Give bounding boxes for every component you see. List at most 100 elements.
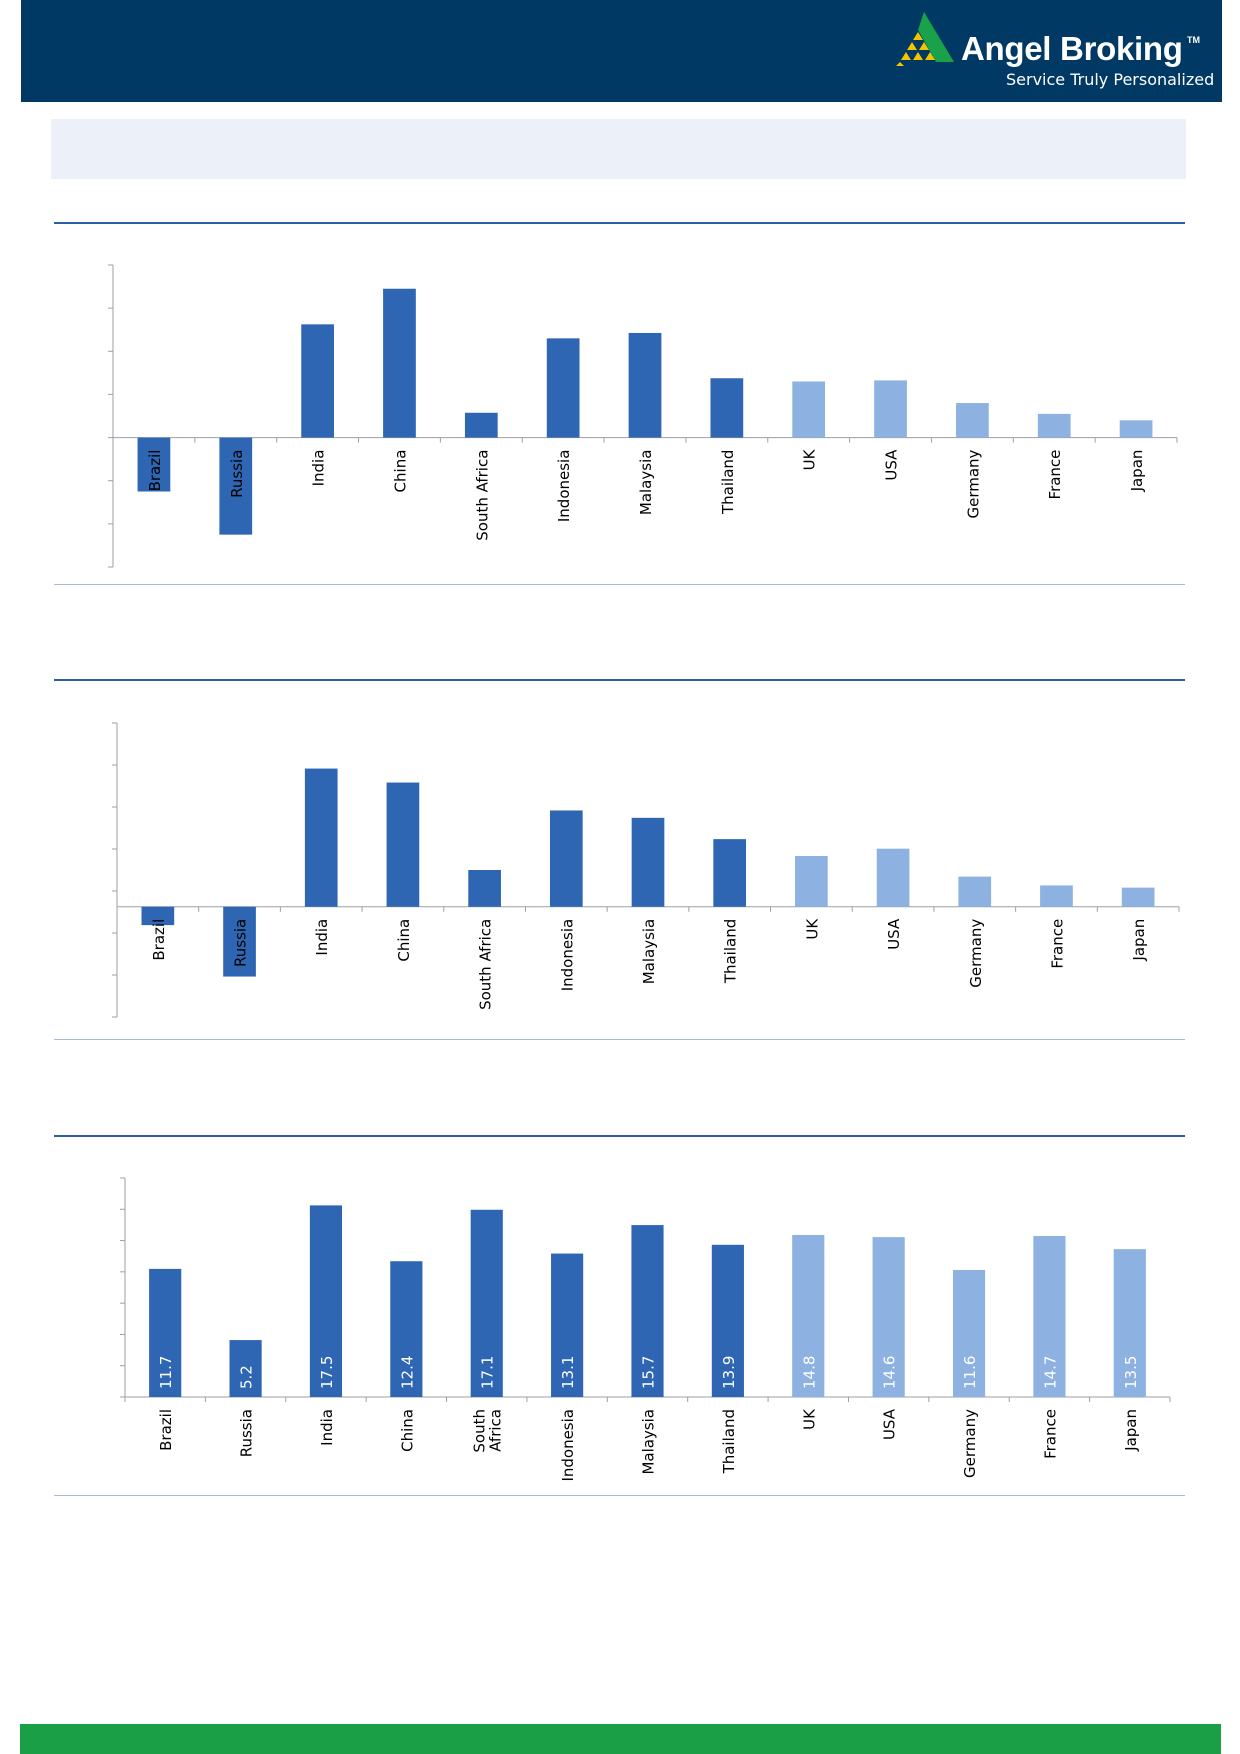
bar-china — [390, 1261, 423, 1397]
bar-india — [309, 1205, 343, 1397]
category-label: Thailand — [720, 1409, 738, 1474]
chart-2-bottom-rule — [54, 1039, 1185, 1040]
data-label: 13.5 — [1122, 1356, 1140, 1389]
category-label: Indonesia — [555, 450, 573, 523]
bar-japan — [1119, 420, 1153, 438]
bar-chart-2: Brazil Russia India China South Africa Indone… — [112, 722, 1180, 1018]
chart-1-top-rule — [54, 222, 1185, 224]
category-label: Malaysia — [640, 919, 658, 985]
category-label: Russia — [228, 450, 246, 498]
category-label: France — [1048, 919, 1066, 969]
category-label: USA — [883, 449, 901, 481]
category-label: USA — [881, 1408, 899, 1440]
bar-france — [1037, 413, 1071, 438]
bar-south-africa — [470, 1209, 503, 1397]
category-label: China — [391, 450, 409, 493]
bar-indonesia — [546, 338, 580, 438]
bar-malaysia — [631, 817, 665, 907]
category-label: Thailand — [719, 450, 737, 515]
category-label: Brazil — [150, 919, 168, 961]
bar-china — [383, 288, 416, 438]
category-label: UK — [800, 1408, 818, 1430]
category-label: UK — [801, 448, 819, 470]
bar-uk — [792, 1234, 825, 1397]
section-title-band — [51, 119, 1186, 179]
category-label: China — [398, 1409, 416, 1452]
bar-chart-1: Brazil Russia India China South Africa Indone… — [108, 264, 1178, 568]
bar-indonesia — [549, 810, 583, 907]
category-label: France — [1046, 450, 1064, 500]
bar-france — [1033, 1236, 1066, 1397]
data-label: 11.7 — [157, 1356, 175, 1389]
bar-malaysia — [628, 332, 662, 438]
brand-logo[interactable]: Angel Broking TM Service Truly Personali… — [891, 8, 1215, 94]
bar-brazil — [141, 906, 175, 926]
bar-brazil — [137, 437, 171, 492]
category-label: Germany — [964, 449, 982, 518]
bar-usa — [872, 1237, 905, 1397]
bar-chart-3: Brazil 11.7 Russia 5.2 India 17.5 China 12.4 Sou… — [120, 1177, 1171, 1482]
category-label: USA — [885, 918, 903, 950]
category-label: Indonesia — [558, 919, 576, 992]
category-label: India — [313, 919, 331, 956]
data-label: 15.7 — [640, 1356, 658, 1389]
bar-south-africa — [464, 412, 498, 438]
data-label: 17.5 — [318, 1356, 336, 1389]
bar-india — [301, 324, 334, 438]
category-label: Japan — [1130, 919, 1148, 962]
category-label: South — [471, 1409, 489, 1453]
category-label: Africa — [487, 1409, 505, 1452]
category-label: Germany — [961, 1409, 979, 1478]
bar-thailand — [713, 839, 747, 907]
bar-brazil — [149, 1268, 182, 1397]
category-label: Japan — [1122, 1409, 1140, 1452]
bar-uk — [792, 381, 826, 438]
bar-russia — [219, 437, 253, 535]
data-label: 11.6 — [961, 1356, 979, 1389]
category-label: Indonesia — [559, 1409, 577, 1482]
bar-thailand — [711, 1244, 744, 1397]
chart-3-bottom-rule — [54, 1495, 1185, 1496]
category-label: China — [395, 919, 413, 962]
category-label: Brazil — [146, 450, 164, 492]
category-label: Brazil — [157, 1409, 175, 1451]
category-label: UK — [803, 918, 821, 940]
data-label: 13.9 — [720, 1356, 738, 1389]
data-label: 14.6 — [881, 1356, 899, 1389]
bar-usa — [876, 848, 910, 907]
bar-thailand — [710, 378, 744, 438]
bar-germany — [958, 876, 992, 907]
data-label: 14.7 — [1041, 1356, 1059, 1389]
bar-germany — [952, 1269, 986, 1397]
data-label: 5.2 — [238, 1365, 256, 1389]
bar-uk — [795, 856, 828, 907]
category-label: Thailand — [722, 919, 740, 984]
bar-japan — [1121, 887, 1155, 907]
bar-south-africa — [468, 870, 501, 907]
category-label: South Africa — [477, 919, 495, 1010]
bar-usa — [874, 380, 907, 438]
bar-france — [1040, 885, 1073, 907]
chart-3-top-rule — [54, 1135, 1185, 1137]
category-label: Malaysia — [637, 450, 655, 516]
category-label: Germany — [967, 919, 985, 988]
category-label: Malaysia — [640, 1409, 658, 1475]
bar-russia — [223, 906, 256, 977]
bar-malaysia — [631, 1225, 664, 1397]
category-label: Russia — [238, 1409, 256, 1457]
brand-name: Angel Broking — [961, 30, 1183, 67]
category-label: India — [310, 450, 328, 487]
category-label: South Africa — [473, 450, 491, 541]
data-label: 14.8 — [800, 1356, 818, 1389]
bar-japan — [1113, 1249, 1146, 1397]
data-label: 17.1 — [479, 1356, 497, 1389]
chart-2-top-rule — [54, 679, 1185, 681]
bar-germany — [956, 403, 989, 438]
category-label: Japan — [1128, 450, 1146, 493]
header-banner: Angel Broking TM Service Truly Personali… — [21, 0, 1222, 102]
bar-china — [386, 782, 420, 907]
chart-1-bottom-rule — [54, 584, 1185, 585]
bar-indonesia — [551, 1253, 584, 1397]
brand-tagline: Service Truly Personalized — [1006, 70, 1215, 89]
